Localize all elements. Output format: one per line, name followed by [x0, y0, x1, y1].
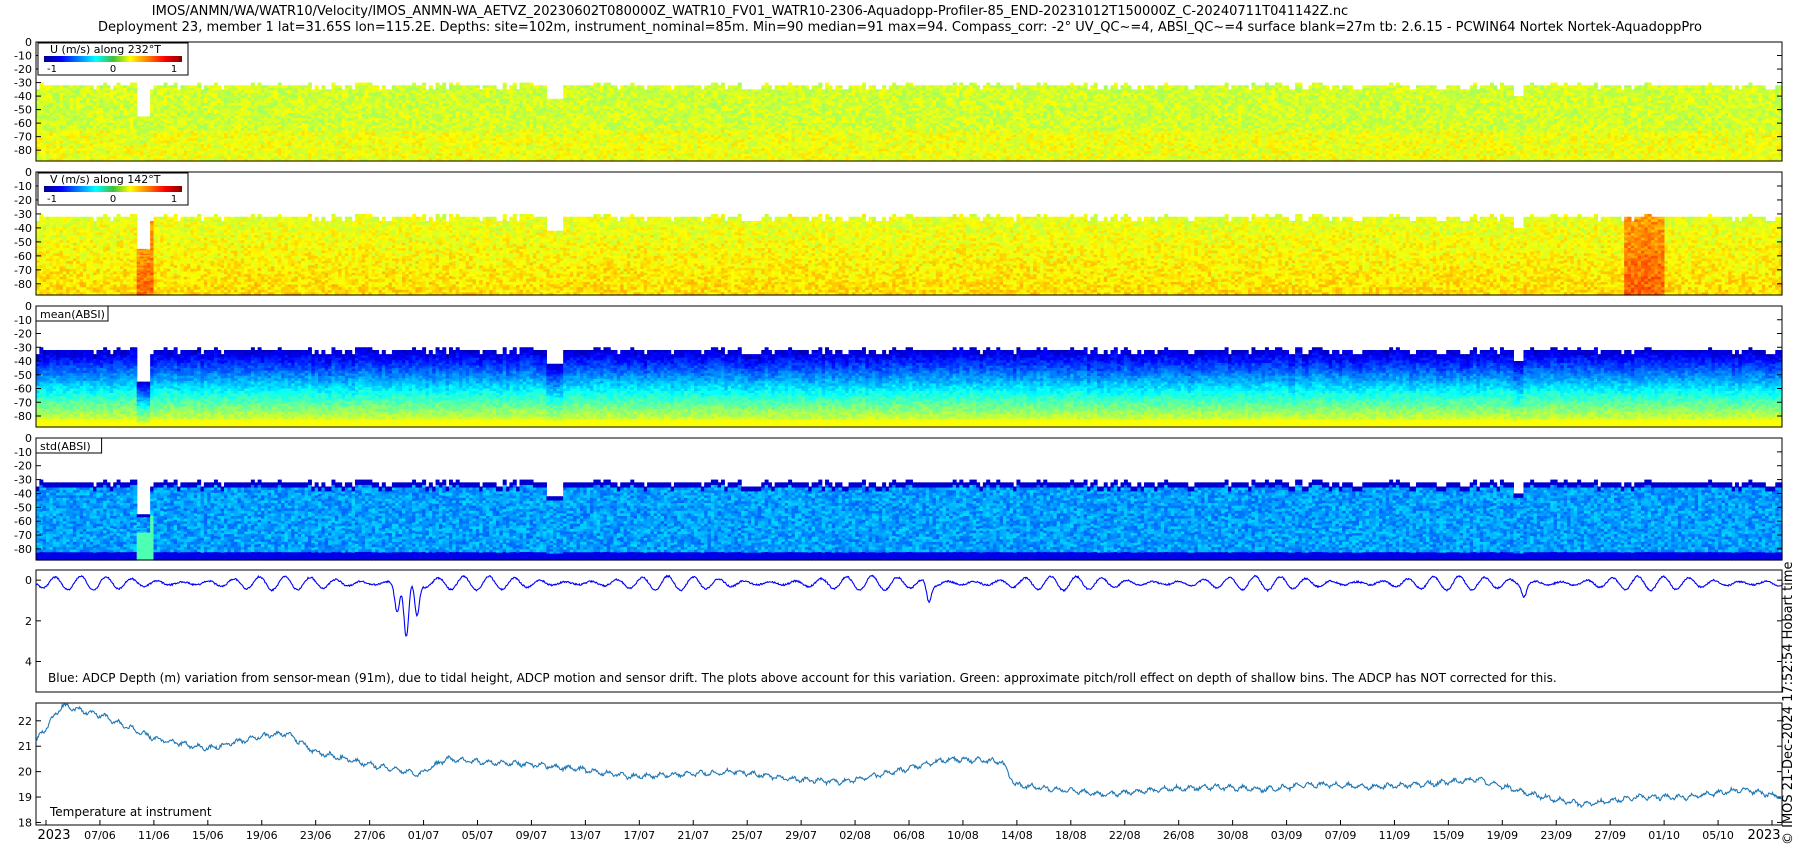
- heatmap-0: [36, 83, 1783, 162]
- figure-canvas: 0-10-20-30-40-50-60-70-80U (m/s) along 2…: [0, 0, 1800, 850]
